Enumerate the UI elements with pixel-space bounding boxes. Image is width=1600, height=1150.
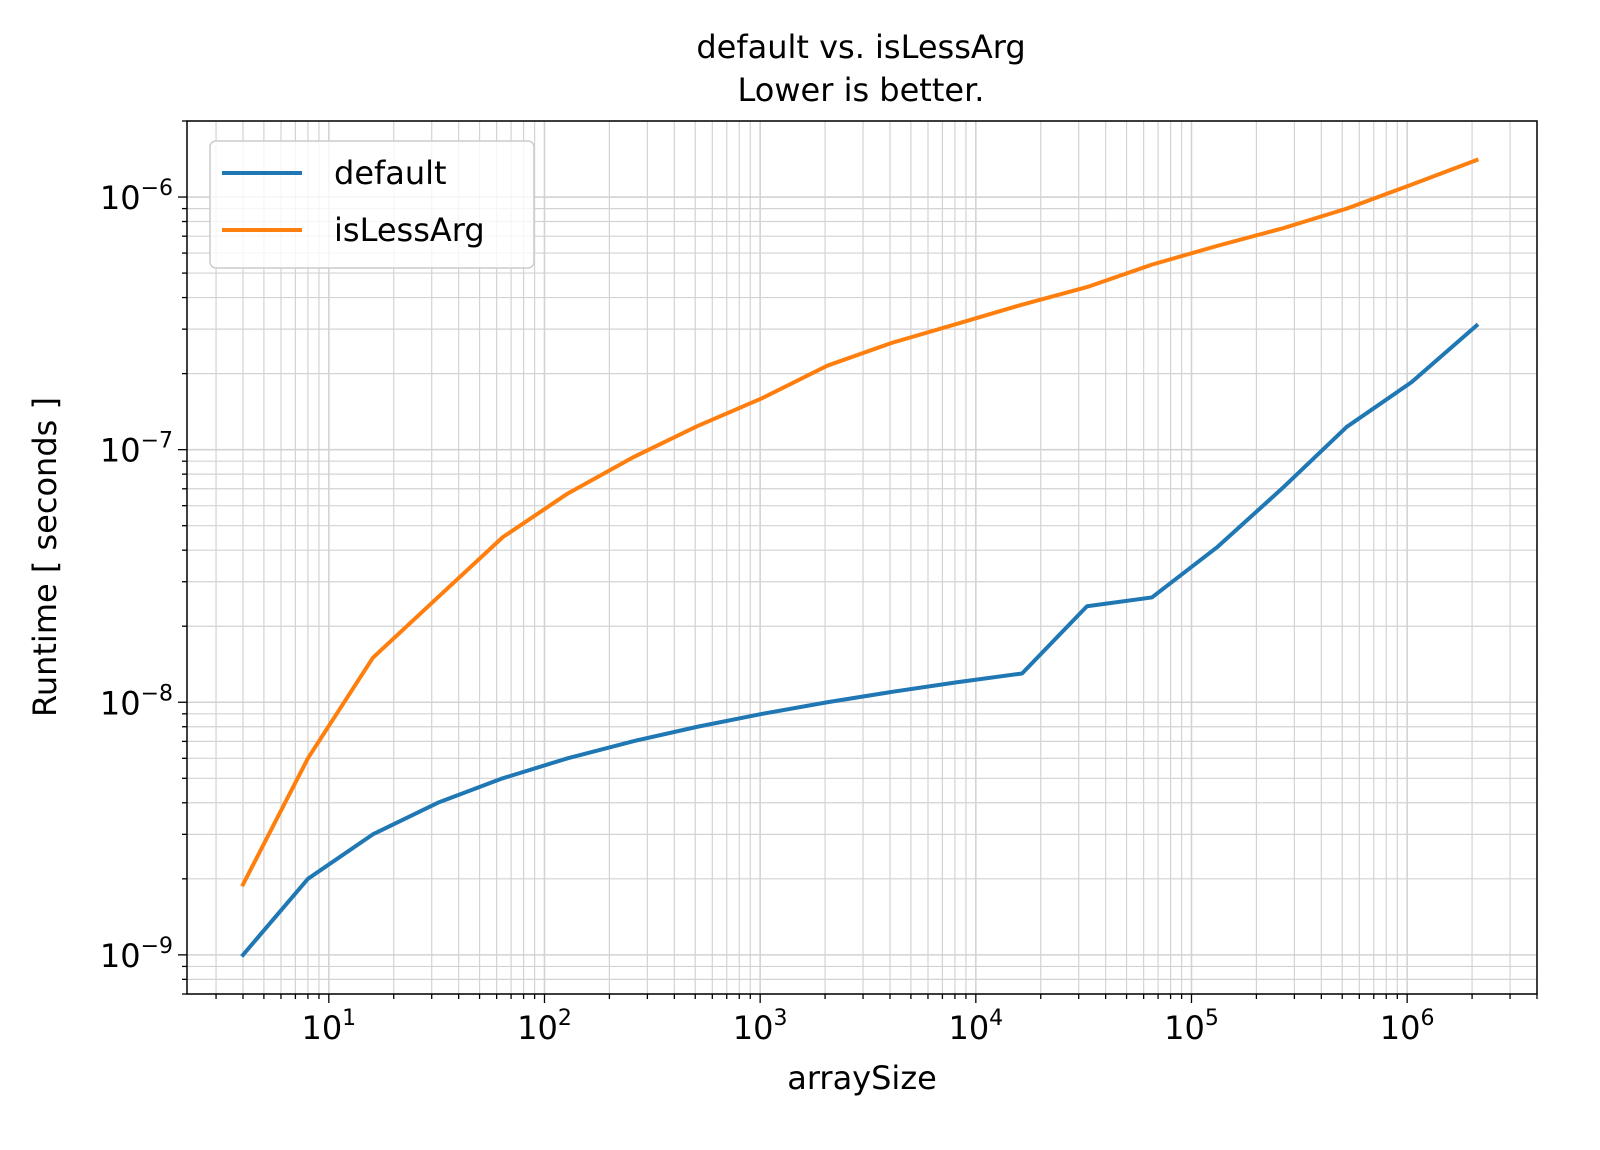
x-tick-label: 104: [948, 1006, 1003, 1047]
axis-ticks: [178, 120, 1538, 1003]
legend-label: default: [334, 154, 447, 192]
x-tick-label: 106: [1380, 1006, 1435, 1047]
y-tick-label-exponent: −7: [141, 429, 173, 454]
x-tick-label-base: 10: [1380, 1009, 1421, 1047]
x-tick-label: 105: [1164, 1006, 1219, 1047]
x-tick-label-exponent: 2: [558, 1006, 572, 1031]
y-tick-label-exponent: −6: [141, 176, 173, 201]
x-tick-label-base: 10: [948, 1009, 989, 1047]
y-tick-label-exponent: −8: [141, 681, 173, 706]
series-line-islessarg: [240, 157, 1480, 888]
x-axis-label: arraySize: [787, 1059, 937, 1097]
x-tick-label: 102: [517, 1006, 572, 1047]
y-axis-label: Runtime [ seconds ]: [26, 397, 64, 717]
x-tick-label-base: 10: [301, 1009, 342, 1047]
y-tick-label: 10−9: [100, 934, 173, 975]
y-tick-label-base: 10: [100, 684, 141, 722]
x-tick-label-exponent: 1: [342, 1006, 356, 1031]
x-tick-label-exponent: 4: [989, 1006, 1003, 1031]
x-tick-label-exponent: 6: [1421, 1006, 1435, 1031]
x-tick-label-base: 10: [733, 1009, 774, 1047]
x-tick-label-base: 10: [1164, 1009, 1205, 1047]
x-tick-label-base: 10: [517, 1009, 558, 1047]
y-tick-label-exponent: −9: [141, 934, 173, 959]
plot-frame: [186, 120, 1538, 995]
y-tick-label: 10−8: [100, 681, 173, 722]
series-lines: [240, 157, 1480, 958]
legend: default isLessArg: [209, 140, 535, 269]
chart-title: default vs. isLessArg: [696, 28, 1025, 66]
x-tick-label: 103: [733, 1006, 788, 1047]
y-tick-label: 10−7: [100, 429, 173, 470]
x-tick-label-exponent: 5: [1205, 1006, 1219, 1031]
y-tick-label-base: 10: [100, 937, 141, 975]
x-tick-label-exponent: 3: [774, 1006, 788, 1031]
y-tick-label-base: 10: [100, 432, 141, 470]
series-line-default: [240, 322, 1480, 958]
y-tick-label: 10−6: [100, 176, 173, 217]
x-tick-label: 101: [301, 1006, 356, 1047]
chart-subtitle: Lower is better.: [738, 71, 985, 109]
legend-label: isLessArg: [334, 211, 485, 249]
y-tick-label-base: 10: [100, 179, 141, 217]
